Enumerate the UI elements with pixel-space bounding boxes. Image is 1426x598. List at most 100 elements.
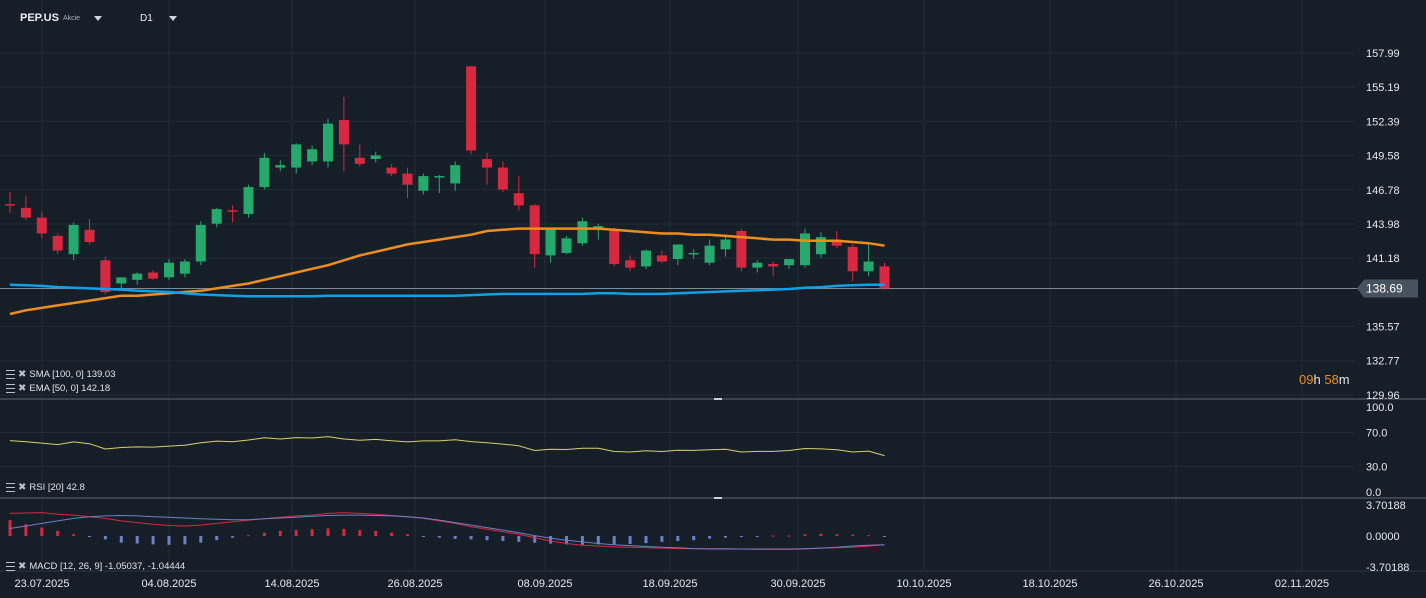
rsi-legend: ✖ RSI [20] 42.8 xyxy=(6,481,85,493)
menu-icon[interactable] xyxy=(6,383,15,393)
macd-bar-positive xyxy=(294,530,298,536)
candle-up xyxy=(164,262,174,278)
candle-up xyxy=(704,245,715,263)
candle-up xyxy=(752,262,763,268)
candle-up xyxy=(784,259,795,266)
symbol-label: PEP.US xyxy=(20,12,59,24)
rsi-tick-label: 0.0 xyxy=(1366,487,1381,499)
candle-up xyxy=(275,165,286,168)
rsi-tick-label: 100.0 xyxy=(1366,402,1394,414)
macd-bar-positive xyxy=(374,530,378,536)
candle-down xyxy=(84,229,95,242)
candle-up xyxy=(195,224,206,262)
candle-down xyxy=(5,204,15,206)
macd-bar-positive xyxy=(310,529,314,536)
candle-down xyxy=(513,193,524,206)
price-tick-label: 129.96 xyxy=(1366,390,1400,402)
macd-bar-positive xyxy=(326,528,330,536)
macd-bar-positive xyxy=(819,533,823,536)
rsi-line xyxy=(9,436,885,457)
close-icon[interactable]: ✖ xyxy=(18,368,27,380)
price-tick-label: 149.58 xyxy=(1366,151,1400,163)
current-price-tag xyxy=(1357,279,1418,298)
panel-resize-handle[interactable] xyxy=(714,497,722,499)
candle-countdown: 09h 58m xyxy=(1299,372,1350,387)
menu-icon[interactable] xyxy=(6,482,15,492)
candle-down xyxy=(36,217,47,234)
macd-line xyxy=(9,512,885,550)
macd-bar-negative xyxy=(88,536,91,537)
candle-down xyxy=(625,260,636,268)
macd-bar-negative xyxy=(437,536,441,538)
macd-bar-negative xyxy=(580,536,584,545)
menu-icon[interactable] xyxy=(6,561,15,571)
price-tick-label: 135.57 xyxy=(1366,322,1400,334)
timeframe-selector[interactable]: D1 xyxy=(140,10,177,26)
macd-bar-negative xyxy=(628,536,632,544)
price-tick-label: 146.78 xyxy=(1366,185,1400,197)
candle-up xyxy=(688,252,699,255)
candle-down xyxy=(879,266,890,289)
macd-bar-negative xyxy=(517,536,521,542)
macd-bar-negative xyxy=(660,536,664,542)
macd-tick-label: -3.70188 xyxy=(1366,562,1409,574)
date-tick-label: 08.09.2025 xyxy=(517,578,572,590)
candle-down xyxy=(227,210,238,212)
macd-legend: ✖ MACD [12, 26, 9] -1.05037, -1.04444 xyxy=(6,560,185,572)
macd-bar-negative xyxy=(533,536,537,543)
menu-icon[interactable] xyxy=(6,369,15,379)
candle-up xyxy=(720,239,731,250)
candle-down xyxy=(497,167,508,190)
candle-up xyxy=(370,155,381,160)
date-tick-label: 18.10.2025 xyxy=(1022,578,1077,590)
macd-bar-negative xyxy=(469,536,473,540)
macd-bar-positive xyxy=(787,535,791,537)
candle-down xyxy=(768,263,779,267)
candle-up xyxy=(672,244,683,260)
macd-bar-positive xyxy=(771,535,775,537)
macd-bar-negative xyxy=(151,536,155,545)
candle-down xyxy=(386,167,397,174)
close-icon[interactable]: ✖ xyxy=(18,382,27,394)
macd-bar-negative xyxy=(421,536,425,537)
macd-bar-negative xyxy=(676,536,680,542)
macd-tick-label: 3.70188 xyxy=(1366,500,1406,512)
close-icon[interactable]: ✖ xyxy=(18,560,27,572)
macd-bar-positive xyxy=(278,530,282,536)
macd-bar-negative xyxy=(612,536,616,545)
candle-up xyxy=(211,209,222,224)
candle-up xyxy=(815,237,826,255)
macd-bar-negative xyxy=(231,536,235,538)
candle-up xyxy=(291,144,302,168)
candle-down xyxy=(402,173,413,185)
symbol-dropdown-icon[interactable] xyxy=(94,15,103,21)
close-icon[interactable]: ✖ xyxy=(18,481,27,493)
candle-down xyxy=(831,239,842,246)
candle-down xyxy=(20,207,31,218)
candle-up xyxy=(179,261,190,274)
candle-down xyxy=(736,231,747,268)
symbol-selector[interactable]: PEP.US Akcie xyxy=(20,10,103,26)
candle-up xyxy=(418,176,429,191)
macd-bar-positive xyxy=(390,532,394,536)
macd-bar-negative xyxy=(103,536,107,540)
macd-bar-negative xyxy=(755,536,759,537)
macd-bar-negative xyxy=(485,536,489,541)
macd-tick-label: 0.0000 xyxy=(1366,531,1400,543)
rsi-tick-label: 30.0 xyxy=(1366,462,1387,474)
candle-down xyxy=(338,119,349,145)
macd-bar-negative xyxy=(596,536,600,545)
candle-up xyxy=(561,238,572,253)
candle-down xyxy=(656,255,667,262)
date-tick-label: 10.10.2025 xyxy=(896,578,951,590)
panel-resize-handle[interactable] xyxy=(714,398,722,400)
macd-bar-negative xyxy=(167,536,171,545)
macd-bar-negative xyxy=(453,536,457,539)
timeframe-dropdown-icon[interactable] xyxy=(168,15,177,21)
candle-down xyxy=(609,229,620,264)
candle-up xyxy=(577,221,588,244)
macd-bar-negative xyxy=(883,536,886,537)
date-tick-label: 04.08.2025 xyxy=(141,578,196,590)
macd-bar-positive xyxy=(40,527,44,536)
